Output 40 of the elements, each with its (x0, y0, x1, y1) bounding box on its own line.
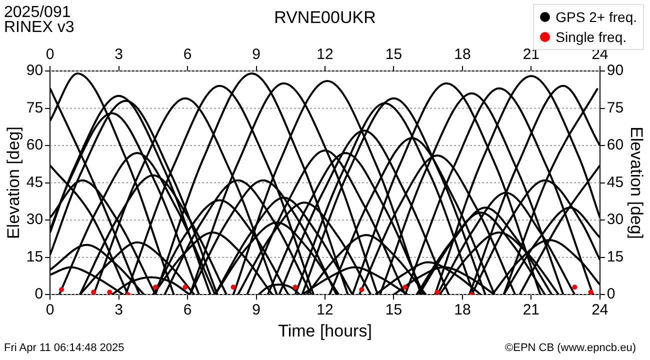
x-tick-label: 24 (592, 302, 608, 319)
y-tick-label: 45 (26, 174, 44, 191)
y2-tick-label: 75 (606, 99, 624, 116)
y2-tick-label: 0 (606, 286, 616, 303)
x-axis-title: Time [hours] (278, 321, 372, 340)
x2-tick-label: 3 (114, 46, 123, 64)
text: 2025/091 (4, 4, 71, 21)
x-tick-label: 18 (454, 302, 471, 319)
x-tick-label: 9 (252, 302, 260, 319)
x2-tick-label: 12 (316, 46, 334, 64)
y-tick-label: 75 (26, 99, 44, 116)
text: ©EPN CB (www.epncb.eu) (505, 342, 636, 354)
x2-tick-label: 0 (46, 46, 54, 64)
y2-tick-label: 15 (606, 248, 624, 266)
y-tick-label: 0 (34, 286, 44, 303)
y2-tick-label: 90 (606, 62, 624, 80)
y-tick-label: 15 (26, 248, 44, 266)
y-tick-label: 30 (26, 211, 44, 228)
chart-title: RVNE00UKR (274, 8, 376, 27)
x-tick-label: 15 (385, 302, 402, 319)
legend-label: Single freq. (556, 28, 626, 47)
x-tick-label: 0 (46, 302, 54, 319)
text: Fri Apr 11 06:14:48 2025 (4, 342, 124, 354)
y2-tick-label: 45 (606, 174, 624, 191)
x-tick-label: 3 (114, 302, 123, 319)
y-tick-label: 60 (26, 136, 44, 154)
y2-tick-label: 60 (606, 136, 624, 154)
x-tick-label: 12 (316, 302, 334, 319)
legend-label: GPS 2+ freq. (556, 8, 637, 27)
y-tick-label: 90 (26, 62, 44, 80)
text: RINEX v3 (4, 19, 74, 37)
x-tick-label: 6 (183, 302, 192, 319)
x2-tick-label: 9 (252, 46, 260, 64)
x2-tick-label: 15 (385, 46, 402, 64)
x2-tick-label: 6 (183, 46, 192, 64)
x2-tick-label: 18 (454, 46, 471, 64)
y2-tick-label: 30 (606, 211, 624, 228)
x-tick-label: 21 (522, 302, 540, 319)
y2-axis-title: Elevation [deg] (627, 126, 646, 240)
y-axis-title: Elevation [deg] (4, 126, 23, 240)
